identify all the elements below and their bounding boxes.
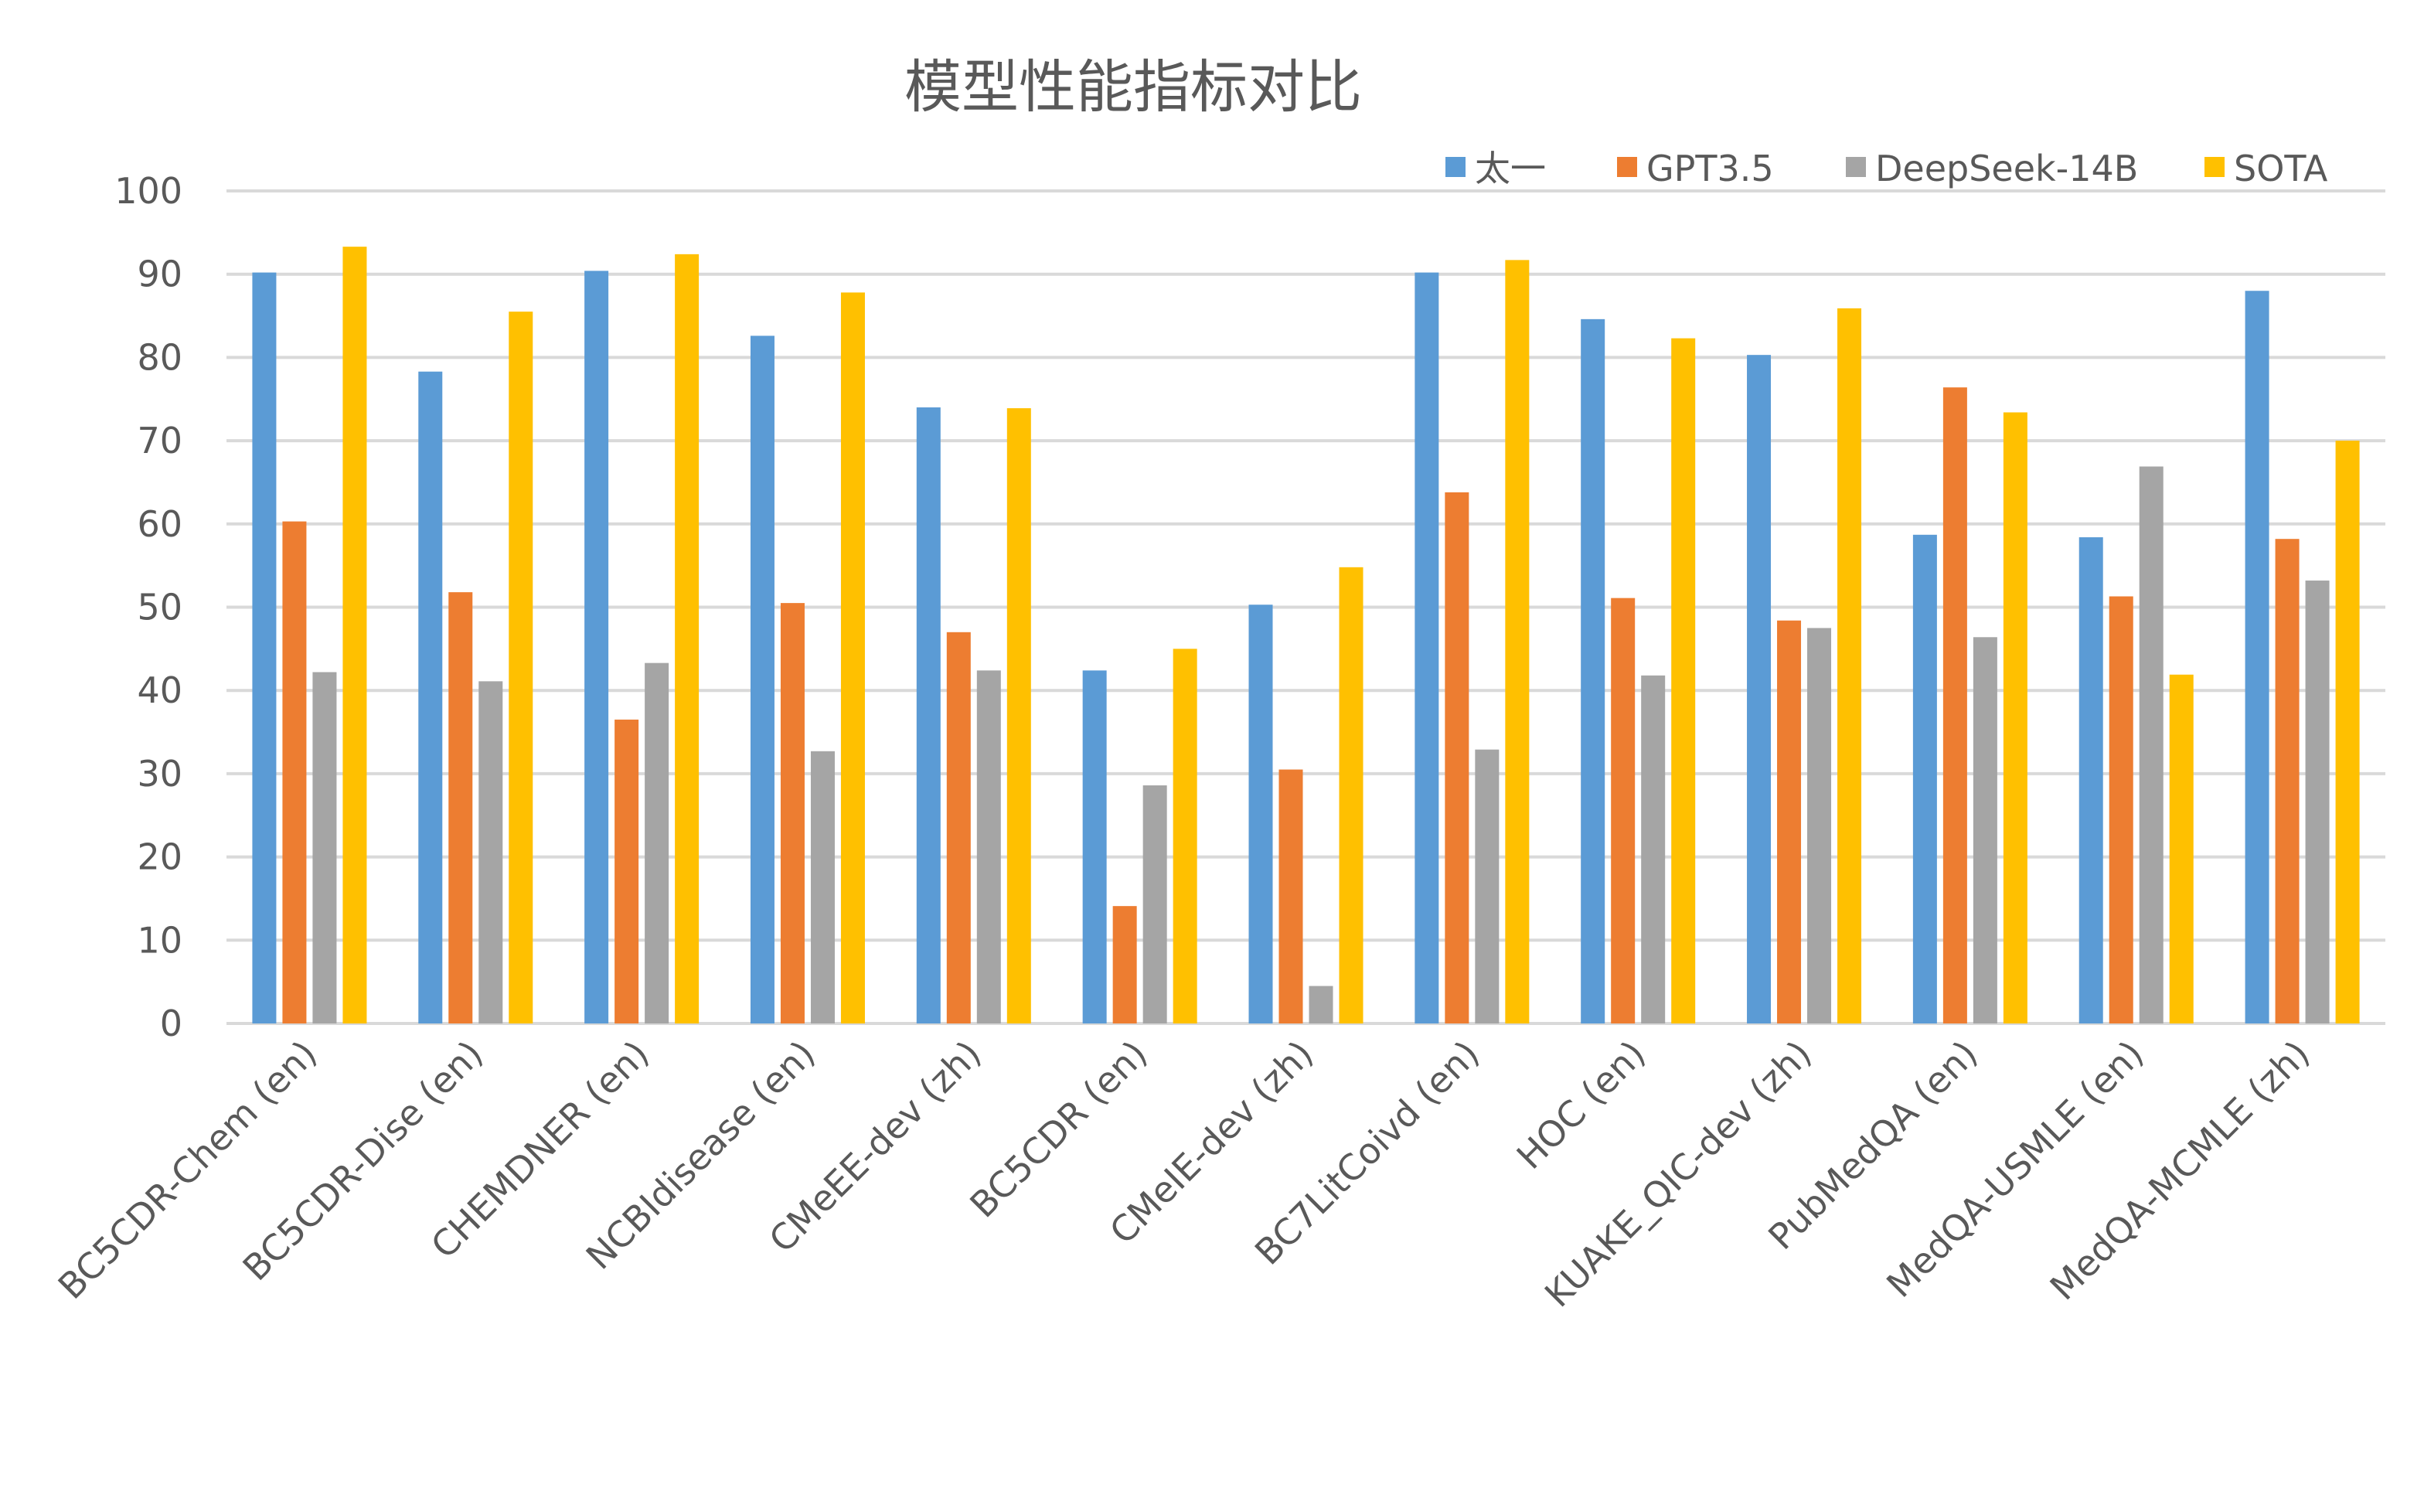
bar-SOTA-10 xyxy=(2003,412,2027,1023)
x-tick-label: BC5CDR (en) xyxy=(962,1033,1155,1226)
bar-GPT3.5-4 xyxy=(946,632,971,1023)
bar-SOTA-2 xyxy=(675,254,700,1023)
bar-SOTA-4 xyxy=(1006,408,1031,1023)
bar-GPT3.5-2 xyxy=(615,719,639,1023)
bar-DeepSeek-14B-1 xyxy=(478,681,503,1023)
bar-SOTA-9 xyxy=(1837,308,1862,1023)
bar-太一-10 xyxy=(1912,534,1937,1023)
bar-SOTA-5 xyxy=(1173,649,1197,1023)
bar-太一-11 xyxy=(2078,537,2103,1023)
bar-GPT3.5-5 xyxy=(1112,906,1137,1023)
y-tick-label: 70 xyxy=(137,420,182,461)
bar-SOTA-6 xyxy=(1339,567,1364,1023)
legend-label: GPT3.5 xyxy=(1646,148,1774,189)
y-tick-label: 0 xyxy=(160,1003,182,1044)
x-axis-labels: BC5CDR-Chem (en)BC5CDR-Dise (en)CHEMDNER… xyxy=(50,1033,2318,1316)
bar-DeepSeek-14B-8 xyxy=(1641,675,1666,1023)
bar-太一-6 xyxy=(1248,604,1273,1023)
bar-SOTA-7 xyxy=(1505,260,1530,1023)
bar-DeepSeek-14B-0 xyxy=(312,672,337,1023)
bar-GPT3.5-7 xyxy=(1445,492,1469,1023)
x-tick-label: KUAKE_QIC-dev (zh) xyxy=(1537,1033,1820,1316)
bar-SOTA-12 xyxy=(2335,441,2360,1023)
bar-DeepSeek-14B-3 xyxy=(810,751,835,1023)
legend-label: 太一 xyxy=(1475,148,1546,189)
legend-swatch xyxy=(2204,157,2225,177)
bar-GPT3.5-1 xyxy=(448,592,473,1023)
legend: 太一 GPT3.5 DeepSeek-14B SOTA xyxy=(1445,148,2328,189)
legend-swatch xyxy=(1445,157,1466,177)
bar-太一-12 xyxy=(2245,291,2269,1023)
bar-GPT3.5-3 xyxy=(780,603,805,1023)
bar-GPT3.5-6 xyxy=(1278,769,1303,1023)
y-tick-label: 80 xyxy=(137,336,182,378)
bar-太一-1 xyxy=(418,371,443,1024)
bar-太一-0 xyxy=(252,272,277,1023)
y-tick-label: 40 xyxy=(137,669,182,711)
bar-GPT3.5-12 xyxy=(2275,539,2300,1023)
bar-太一-5 xyxy=(1082,670,1107,1023)
bar-GPT3.5-11 xyxy=(2109,596,2133,1023)
bar-太一-9 xyxy=(1747,355,1772,1023)
bar-DeepSeek-14B-5 xyxy=(1142,785,1167,1023)
x-tick-label: HOC (en) xyxy=(1509,1033,1653,1177)
bar-太一-7 xyxy=(1415,272,1439,1023)
bar-SOTA-0 xyxy=(342,247,367,1023)
y-tick-label: 30 xyxy=(137,753,182,795)
bar-太一-4 xyxy=(916,407,941,1023)
bar-GPT3.5-9 xyxy=(1777,620,1802,1023)
y-tick-label: 100 xyxy=(114,170,182,212)
bar-GPT3.5-0 xyxy=(282,521,307,1023)
bar-DeepSeek-14B-4 xyxy=(976,670,1001,1023)
bar-DeepSeek-14B-6 xyxy=(1309,986,1333,1023)
bar-SOTA-8 xyxy=(1671,338,1696,1023)
legend-swatch xyxy=(1846,157,1866,177)
bar-太一-3 xyxy=(750,335,775,1023)
bar-DeepSeek-14B-10 xyxy=(1973,637,1997,1023)
legend-label: DeepSeek-14B xyxy=(1875,148,2138,189)
y-tick-label: 90 xyxy=(137,254,182,295)
legend-label: SOTA xyxy=(2234,148,2328,189)
bar-SOTA-1 xyxy=(509,312,533,1023)
bar-DeepSeek-14B-7 xyxy=(1475,749,1500,1023)
bar-SOTA-11 xyxy=(2169,674,2194,1023)
legend-swatch xyxy=(1617,157,1637,177)
chart-title: 模型性能指标对比 xyxy=(904,54,1362,121)
bar-太一-8 xyxy=(1581,318,1605,1023)
bar-DeepSeek-14B-12 xyxy=(2305,581,2330,1023)
bar-DeepSeek-14B-2 xyxy=(645,662,669,1023)
bar-DeepSeek-14B-9 xyxy=(1807,628,1832,1023)
y-tick-label: 20 xyxy=(137,836,182,878)
bars xyxy=(252,247,2360,1024)
bar-GPT3.5-10 xyxy=(1942,387,1967,1023)
y-tick-label: 50 xyxy=(137,587,182,628)
y-tick-label: 60 xyxy=(137,503,182,545)
gridlines xyxy=(226,189,2385,1025)
bar-SOTA-3 xyxy=(840,292,865,1023)
bar-DeepSeek-14B-11 xyxy=(2139,466,2164,1023)
y-tick-label: 10 xyxy=(137,919,182,961)
y-axis-ticks: 0 10 20 30 40 50 60 70 80 90 100 xyxy=(114,170,182,1044)
bar-GPT3.5-8 xyxy=(1611,598,1636,1023)
bar-太一-2 xyxy=(584,271,609,1024)
